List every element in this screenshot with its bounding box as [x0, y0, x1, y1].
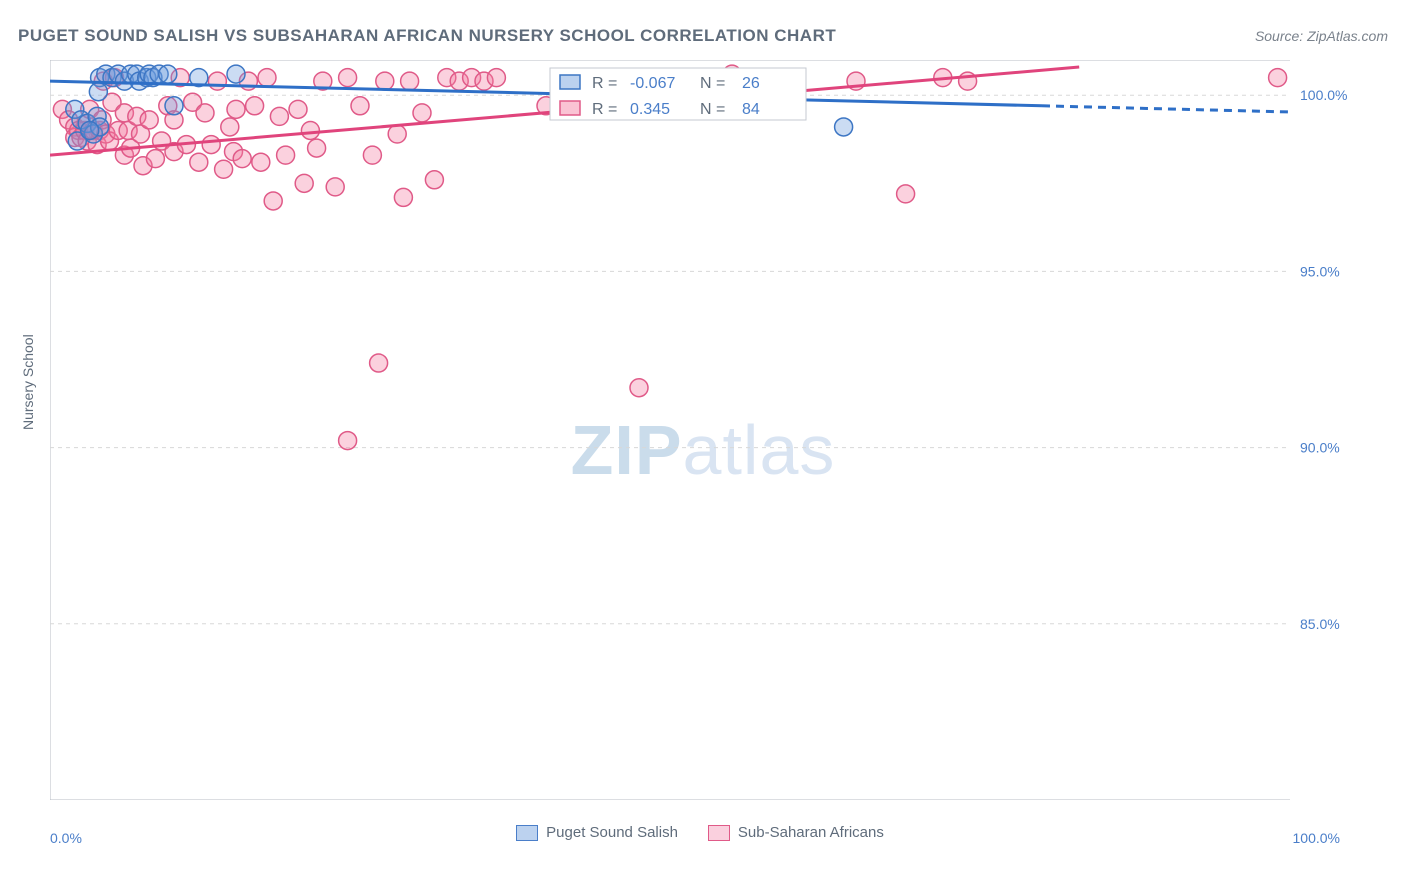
legend-swatch-blue: [516, 825, 538, 841]
bottom-legend: Puget Sound Salish Sub-Saharan Africans: [50, 824, 1350, 841]
legend-item-pink: Sub-Saharan Africans: [708, 824, 884, 841]
svg-text:0.345: 0.345: [630, 101, 670, 118]
chart-svg: 100.0% 95.0% 90.0% 85.0% R = -0.067 N = 26 R = 0.…: [50, 60, 1350, 800]
svg-text:26: 26: [742, 75, 760, 92]
chart-title: PUGET SOUND SALISH VS SUBSAHARAN AFRICAN…: [18, 26, 836, 46]
svg-text:N =: N =: [700, 75, 725, 92]
svg-text:85.0%: 85.0%: [1300, 616, 1340, 632]
y-axis-label: Nursery School: [20, 334, 36, 430]
chart-plot: 100.0% 95.0% 90.0% 85.0% R = -0.067 N = 26 R = 0.…: [50, 60, 1350, 800]
legend-label-blue: Puget Sound Salish: [546, 824, 678, 841]
legend-item-blue: Puget Sound Salish: [516, 824, 678, 841]
svg-text:95.0%: 95.0%: [1300, 263, 1340, 279]
chart-container: PUGET SOUND SALISH VS SUBSAHARAN AFRICAN…: [0, 0, 1406, 892]
svg-text:84: 84: [742, 101, 760, 118]
svg-text:R =: R =: [592, 101, 617, 118]
legend-swatch-pink: [708, 825, 730, 841]
svg-text:N =: N =: [700, 101, 725, 118]
x-axis-label-0: 0.0%: [50, 830, 82, 846]
svg-text:R =: R =: [592, 75, 617, 92]
svg-text:90.0%: 90.0%: [1300, 440, 1340, 456]
svg-text:100.0%: 100.0%: [1300, 87, 1347, 103]
x-axis-label-100: 100.0%: [1293, 830, 1340, 846]
source-attribution: Source: ZipAtlas.com: [1255, 28, 1388, 44]
legend-label-pink: Sub-Saharan Africans: [738, 824, 884, 841]
svg-text:-0.067: -0.067: [630, 75, 675, 92]
